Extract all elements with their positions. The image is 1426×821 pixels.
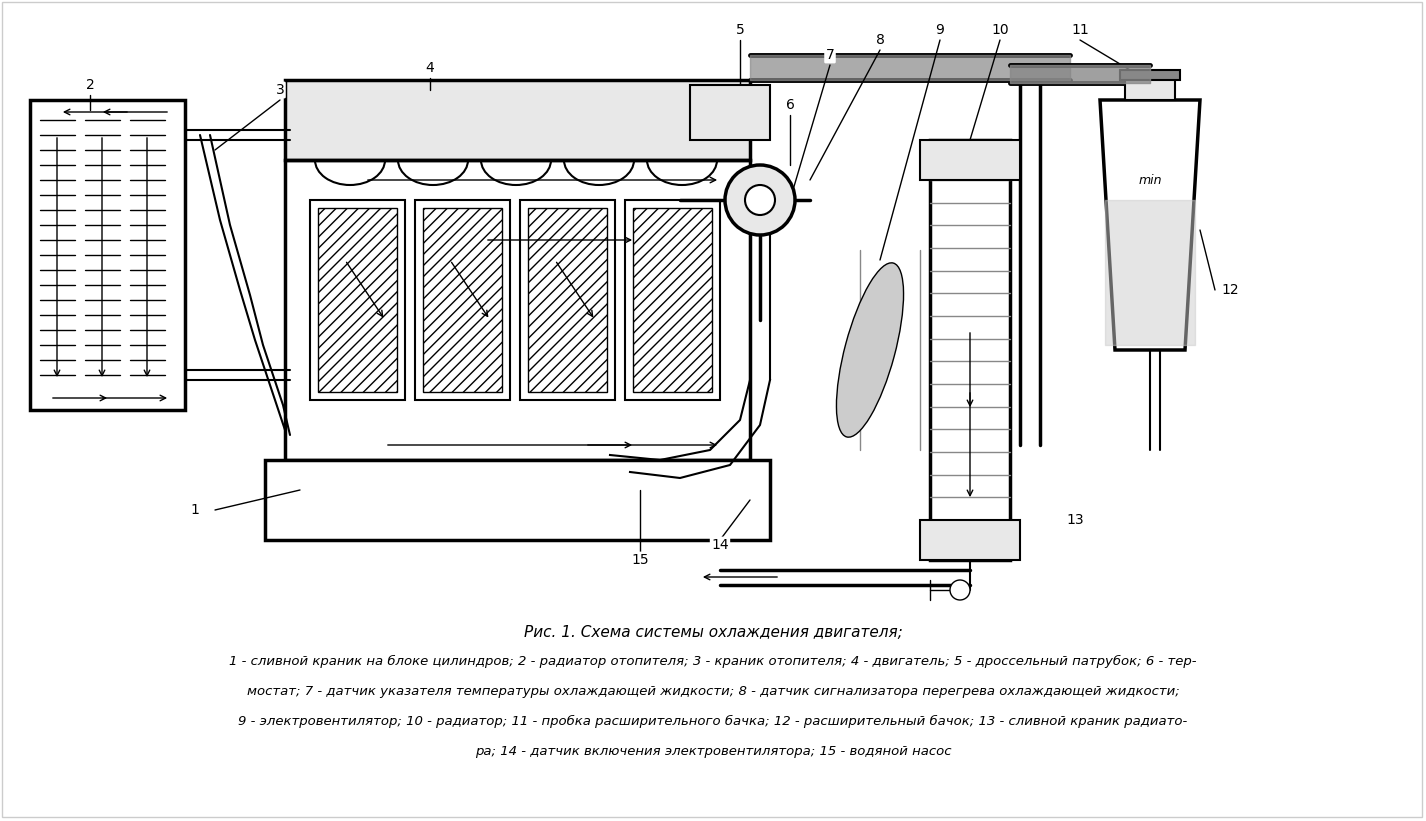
Polygon shape xyxy=(1099,100,1201,350)
Text: 8: 8 xyxy=(876,33,884,47)
Bar xyxy=(285,80,750,160)
Text: 12: 12 xyxy=(1221,283,1239,297)
Bar xyxy=(520,200,615,400)
Text: 14: 14 xyxy=(712,538,729,552)
Text: 1: 1 xyxy=(191,503,200,517)
Bar xyxy=(625,200,720,400)
Bar xyxy=(920,140,1020,180)
Text: 10: 10 xyxy=(991,23,1008,37)
Text: 6: 6 xyxy=(786,98,794,112)
Text: 13: 13 xyxy=(1067,513,1084,527)
Bar xyxy=(424,208,502,392)
Ellipse shape xyxy=(837,263,904,437)
Text: мостат; 7 - датчик указателя температуры охлаждающей жидкости; 8 - датчик сигнал: мостат; 7 - датчик указателя температуры… xyxy=(247,685,1179,698)
Text: 7: 7 xyxy=(826,48,834,62)
Text: ра; 14 - датчик включения электровентилятора; 15 - водяной насос: ра; 14 - датчик включения электровентиля… xyxy=(475,745,951,758)
Text: 9: 9 xyxy=(935,23,944,37)
Text: min: min xyxy=(1138,173,1162,186)
Text: 1 - сливной краник на блоке цилиндров; 2 - радиатор отопителя; 3 - краник отопит: 1 - сливной краник на блоке цилиндров; 2… xyxy=(230,655,1196,668)
Text: 2: 2 xyxy=(86,78,94,92)
Circle shape xyxy=(744,185,774,215)
Bar xyxy=(285,160,750,460)
Text: 3: 3 xyxy=(275,83,284,97)
Bar xyxy=(309,200,405,400)
Bar xyxy=(265,460,770,540)
Bar xyxy=(318,208,396,392)
Text: 4: 4 xyxy=(425,61,435,75)
Bar xyxy=(920,520,1020,560)
Bar xyxy=(415,200,511,400)
Bar xyxy=(690,85,770,140)
Bar xyxy=(528,208,607,392)
Text: 15: 15 xyxy=(632,553,649,567)
Bar xyxy=(633,208,712,392)
Text: 9 - электровентилятор; 10 - радиатор; 11 - пробка расширительного бачка; 12 - ра: 9 - электровентилятор; 10 - радиатор; 11… xyxy=(238,715,1188,728)
Text: 5: 5 xyxy=(736,23,744,37)
Text: 13: 13 xyxy=(1067,513,1084,527)
Text: 11: 11 xyxy=(1071,23,1089,37)
Bar xyxy=(930,140,1010,560)
Text: Рис. 1. Схема системы охлаждения двигателя;: Рис. 1. Схема системы охлаждения двигате… xyxy=(523,625,903,640)
Bar xyxy=(1125,75,1175,100)
Bar xyxy=(30,100,185,410)
Circle shape xyxy=(950,580,970,600)
Bar xyxy=(1119,70,1179,80)
Circle shape xyxy=(724,165,796,235)
